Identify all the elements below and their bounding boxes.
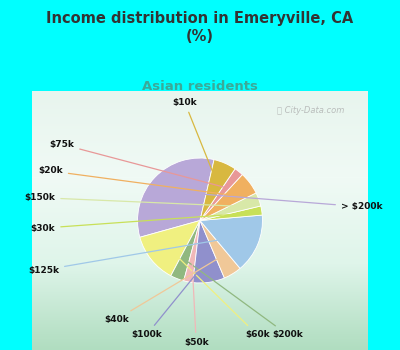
Text: $60k: $60k: [169, 249, 270, 339]
Text: $150k: $150k: [24, 193, 237, 206]
Text: Asian residents: Asian residents: [142, 80, 258, 93]
Wedge shape: [193, 220, 224, 283]
Text: $20k: $20k: [38, 167, 231, 195]
Wedge shape: [200, 220, 240, 278]
Wedge shape: [171, 220, 200, 281]
Wedge shape: [200, 206, 262, 220]
Text: ⓘ City-Data.com: ⓘ City-Data.com: [277, 106, 344, 114]
Wedge shape: [200, 215, 262, 268]
Text: $125k: $125k: [28, 237, 236, 274]
Wedge shape: [200, 160, 235, 220]
Text: $10k: $10k: [172, 98, 216, 180]
Wedge shape: [200, 169, 242, 220]
Wedge shape: [200, 193, 261, 220]
Wedge shape: [200, 175, 256, 220]
Wedge shape: [138, 158, 214, 237]
Text: $50k: $50k: [184, 264, 208, 347]
Wedge shape: [140, 220, 200, 276]
Text: $100k: $100k: [131, 264, 204, 339]
Text: $30k: $30k: [31, 214, 238, 233]
Text: Income distribution in Emeryville, CA
(%): Income distribution in Emeryville, CA (%…: [46, 10, 354, 44]
Wedge shape: [184, 220, 200, 282]
Text: $40k: $40k: [104, 258, 220, 324]
Text: $200k: $200k: [187, 261, 303, 339]
Text: > $200k: > $200k: [172, 192, 382, 211]
Text: $75k: $75k: [50, 140, 223, 187]
